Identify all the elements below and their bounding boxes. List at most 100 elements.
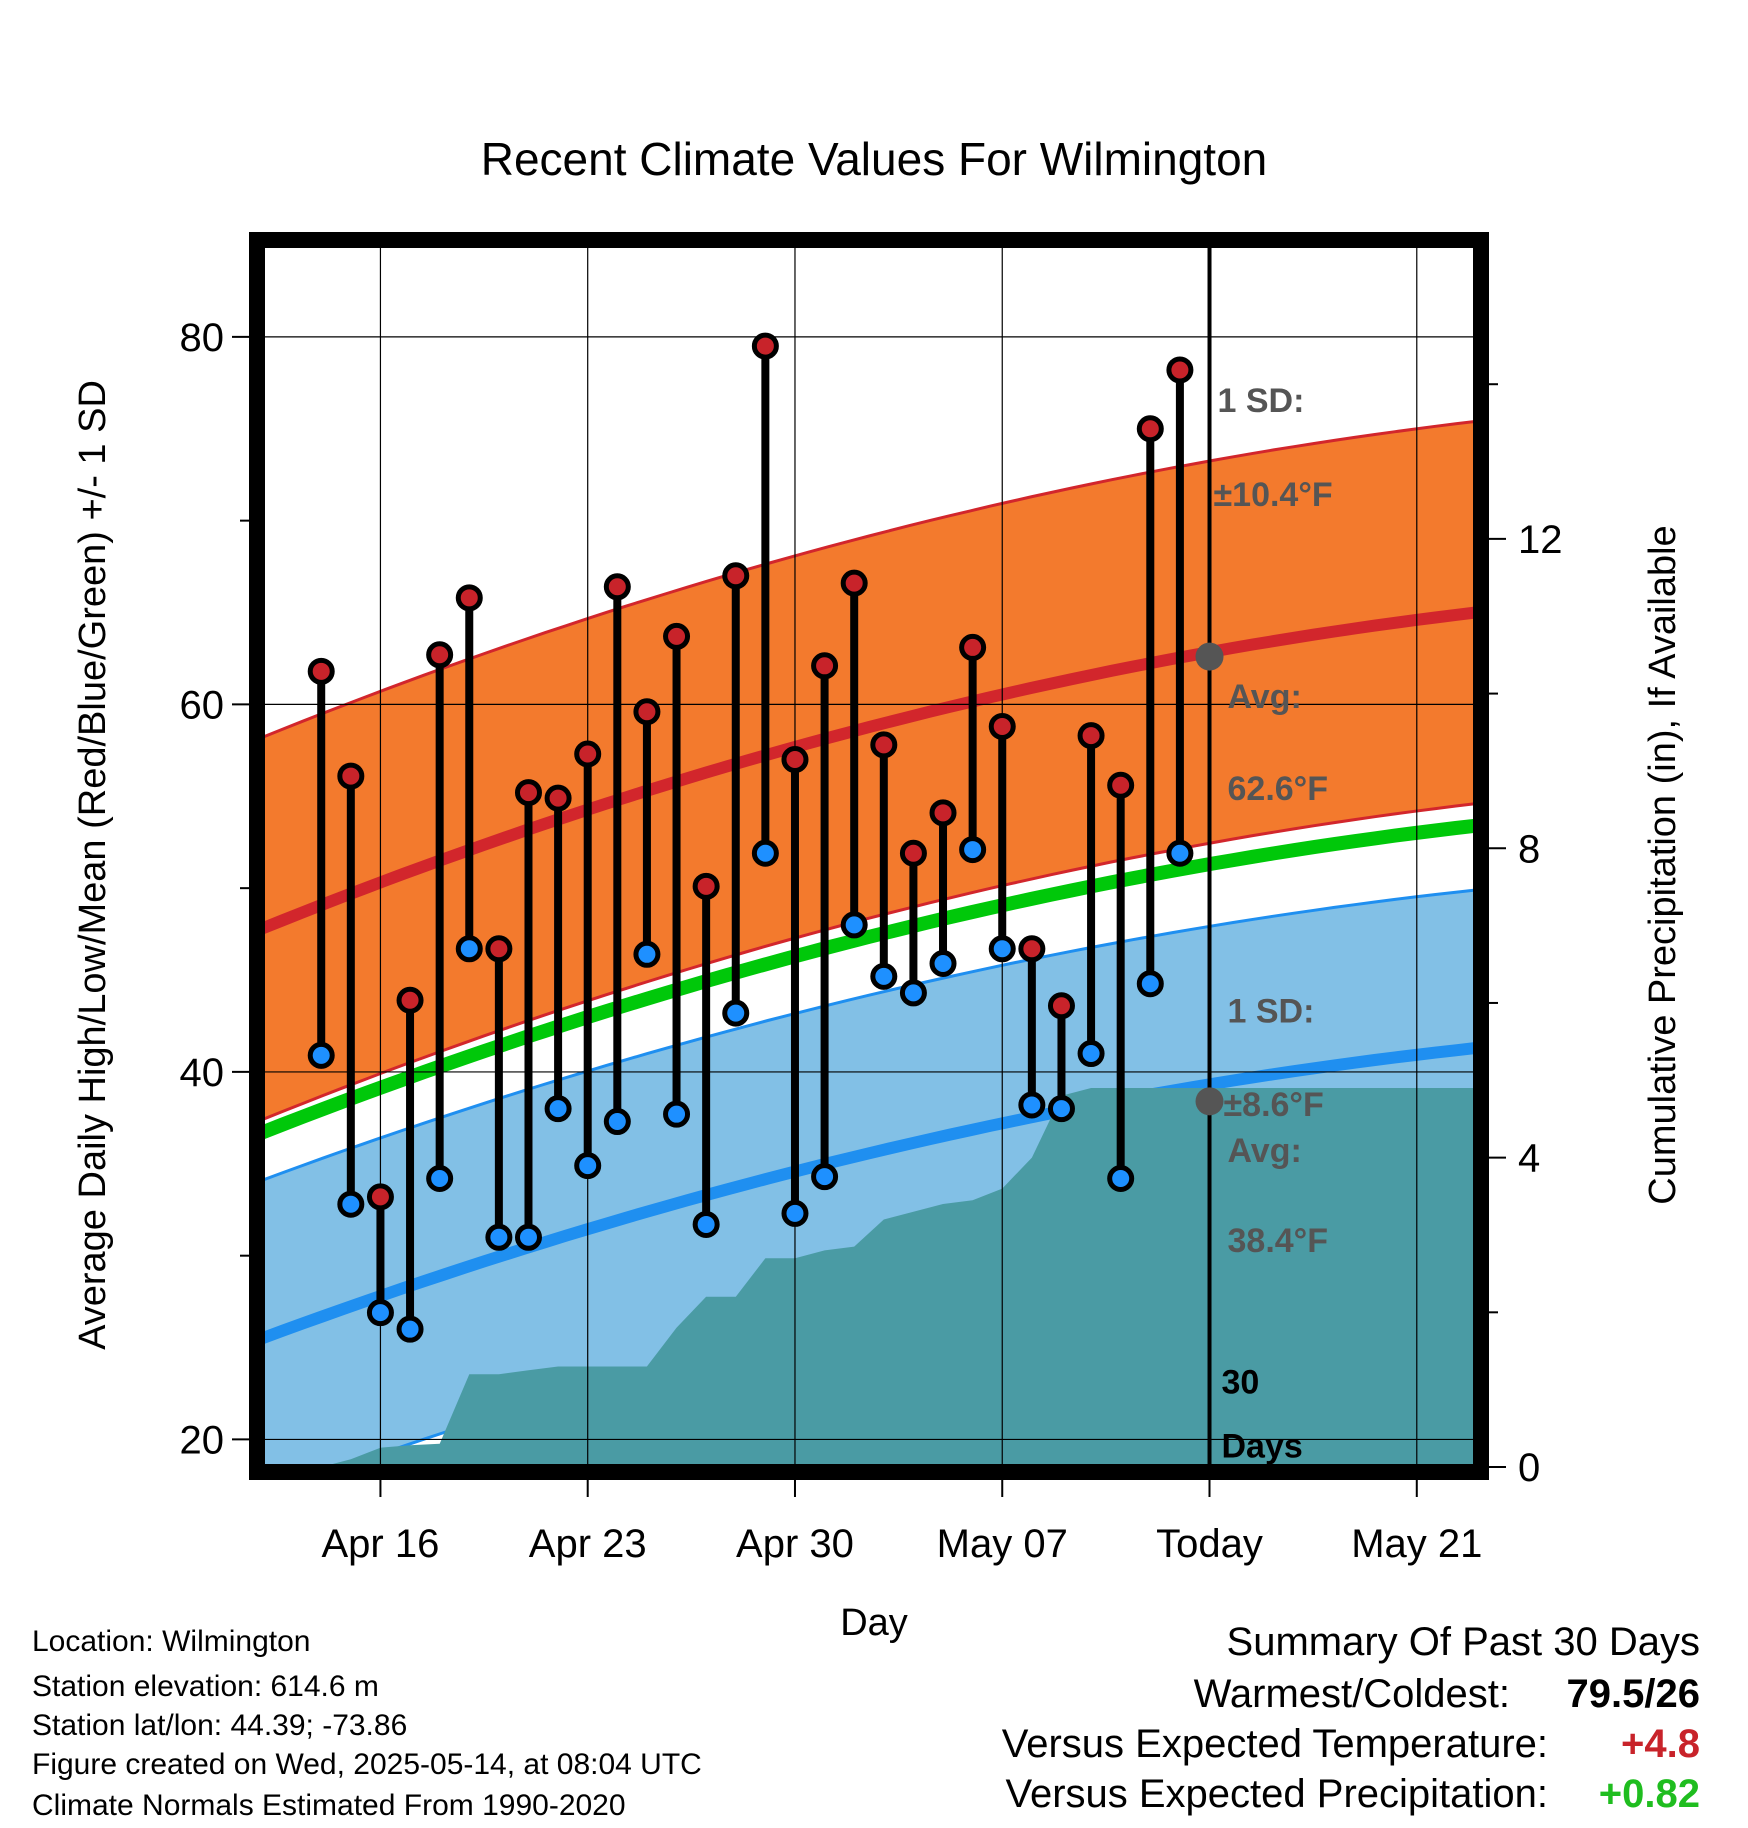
footer-elevation: Station elevation: 614.6 m — [32, 1670, 379, 1703]
low-point — [751, 839, 779, 867]
low-point — [574, 1152, 602, 1180]
high-normal-line — [262, 606, 1476, 935]
high-point — [603, 573, 631, 601]
high-point — [1018, 935, 1046, 963]
high-sd-label: 1 SD: — [1218, 382, 1305, 420]
high-point — [633, 698, 661, 726]
high-point — [870, 731, 898, 759]
low-point — [426, 1164, 454, 1192]
summary-temp-label: Versus Expected Temperature: — [1001, 1722, 1548, 1766]
high-sd-value: ±10.4°F — [1214, 476, 1333, 514]
low-sd-label: 1 SD: — [1228, 992, 1315, 1030]
low-normal-line — [262, 1042, 1476, 1345]
low-point — [870, 962, 898, 990]
low-point — [337, 1190, 365, 1218]
y-tick-label: 20 — [180, 1418, 225, 1462]
low-point — [366, 1299, 394, 1327]
low-point — [1136, 970, 1164, 998]
high-point — [307, 657, 335, 685]
x-tick-label: Apr 30 — [736, 1522, 854, 1566]
low-sd-value: ±8.6°F — [1224, 1086, 1324, 1124]
y-tick-label: 40 — [180, 1051, 225, 1095]
low-avg-label: Avg: — [1228, 1132, 1302, 1170]
high-point — [929, 799, 957, 827]
today-high-avg-marker — [1195, 642, 1224, 671]
summary-warmest-value: 79.5/26 — [1566, 1672, 1700, 1716]
low-point — [1166, 839, 1194, 867]
high-point — [1077, 722, 1105, 750]
high-point — [1136, 415, 1164, 443]
high-point — [514, 779, 542, 807]
high-point — [781, 746, 809, 774]
high-point — [899, 839, 927, 867]
high-point — [455, 584, 483, 612]
low-point — [514, 1223, 542, 1251]
plot-area: 1 SD: ±10.4°F Avg: 62.6°F 1 SD: ±8.6°F Avg: 38.… — [262, 245, 1476, 1467]
y2-tick-label: 4 — [1518, 1137, 1540, 1181]
low-point — [1047, 1095, 1075, 1123]
low-point — [781, 1199, 809, 1227]
x-tick-label: Apr 23 — [529, 1522, 647, 1566]
summary-warmest-row: Warmest/Coldest: 79.5/26 — [0, 1672, 1748, 1720]
low-point — [811, 1163, 839, 1191]
high-point — [811, 652, 839, 680]
low-point — [396, 1315, 424, 1343]
footer-location: Location: Wilmington — [32, 1625, 311, 1658]
low-point — [1077, 1040, 1105, 1068]
y2-tick-label: 12 — [1518, 518, 1563, 562]
high-normal-band-upper-edge — [262, 419, 1476, 739]
low-point — [1018, 1091, 1046, 1119]
plot-frame — [249, 232, 1489, 1480]
high-point — [426, 641, 454, 669]
footer-latlon: Station lat/lon: 44.39; -73.86 — [32, 1709, 408, 1742]
axes: 20 40 60 80 0 4 8 12 Apr 16 Apr 23 Apr 30 May 07 Tod… — [180, 232, 1563, 1566]
high-point — [337, 762, 365, 790]
x-axis-label: Day — [840, 1602, 908, 1644]
high-point — [1166, 356, 1194, 384]
summary-temp-value: +4.8 — [1621, 1722, 1700, 1766]
summary-precip-row: Versus Expected Precipitation: +0.82 — [0, 1772, 1748, 1820]
summary-warmest-label: Warmest/Coldest: — [1193, 1672, 1510, 1716]
high-point — [751, 332, 779, 360]
high-point — [988, 712, 1016, 740]
y2-axis-label: Cumulative Precipitation (in), If Availa… — [1642, 525, 1684, 1204]
days-count-label: 30 — [1222, 1364, 1260, 1402]
mean-normal-line — [262, 818, 1476, 1140]
low-point — [485, 1223, 513, 1251]
low-point — [692, 1210, 720, 1238]
precip-area — [262, 1088, 1476, 1467]
high-point — [574, 740, 602, 768]
high-point — [544, 784, 572, 812]
high-point — [366, 1183, 394, 1211]
high-point — [396, 986, 424, 1014]
low-normal-band — [262, 890, 1476, 1467]
high-point — [959, 633, 987, 661]
low-point — [663, 1100, 691, 1128]
y-axis-label: Average Daily High/Low/Mean (Red/Blue/Gr… — [72, 380, 114, 1350]
high-point — [1107, 771, 1135, 799]
high-avg-value: 62.6°F — [1228, 770, 1329, 808]
low-avg-value: 38.4°F — [1228, 1222, 1329, 1260]
high-point — [692, 872, 720, 900]
high-normal-band — [262, 421, 1476, 1120]
x-tick-label: Today — [1156, 1522, 1263, 1566]
low-point — [722, 999, 750, 1027]
chart-title: Recent Climate Values For Wilmington — [481, 133, 1268, 185]
summary-title: Summary Of Past 30 Days — [1226, 1620, 1700, 1664]
x-tick-label: Apr 16 — [322, 1522, 440, 1566]
high-point — [485, 935, 513, 963]
high-point — [663, 622, 691, 650]
y-tick-label: 80 — [180, 316, 225, 360]
low-normal-band-upper-edge — [262, 888, 1476, 1182]
today-low-avg-marker — [1195, 1087, 1224, 1116]
x-tick-label: May 07 — [937, 1522, 1068, 1566]
low-point — [988, 935, 1016, 963]
summary-temp-row: Versus Expected Temperature: +4.8 — [0, 1722, 1748, 1770]
summary-precip-value: +0.82 — [1598, 1772, 1700, 1816]
high-avg-label: Avg: — [1228, 678, 1302, 716]
x-tick-label: May 21 — [1351, 1522, 1482, 1566]
high-normal-band-lower-edge — [262, 802, 1476, 1122]
low-point — [307, 1041, 335, 1069]
high-point — [840, 569, 868, 597]
